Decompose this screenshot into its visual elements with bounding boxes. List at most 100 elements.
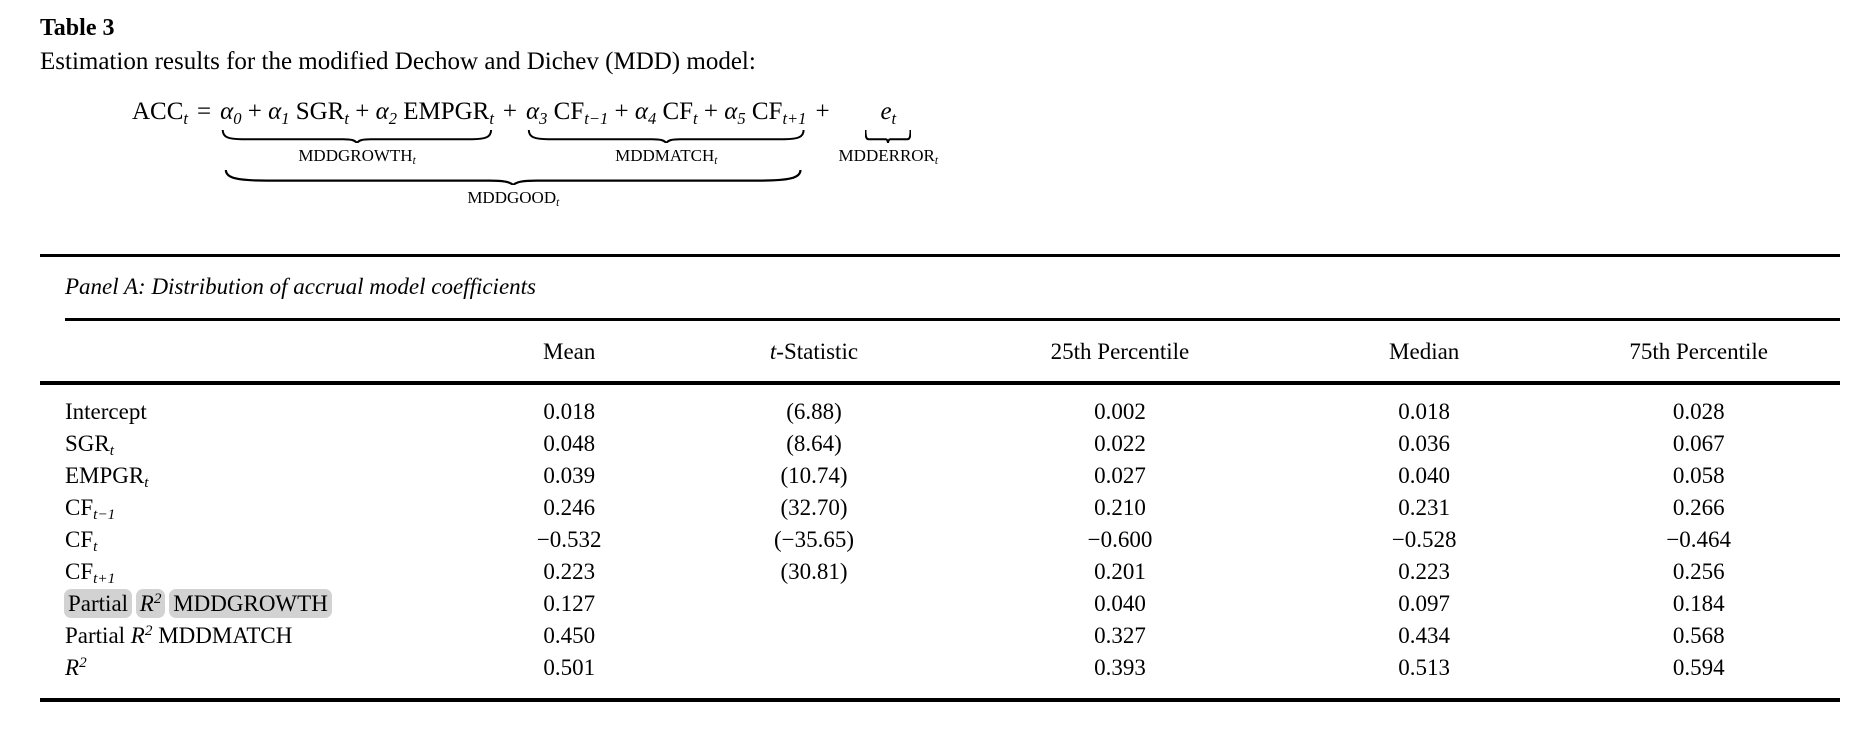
panel-a-table: Panel A: Distribution of accrual model c… xyxy=(40,254,1840,702)
value-cell: 0.266 xyxy=(1672,495,1725,520)
value-cell: 0.022 xyxy=(1094,431,1146,456)
row-label: SGRt xyxy=(65,431,114,460)
mddgrowth-label: MDDGROWTHt xyxy=(298,146,416,168)
table-row: CFt −0.532 (−35.65) −0.600 −0.528 −0.464 xyxy=(40,524,1840,556)
value-cell: 0.501 xyxy=(543,655,596,680)
mdderror-group: et MDDERRORt xyxy=(838,95,939,168)
table-3-block: Table 3 Estimation results for the modif… xyxy=(40,0,1840,702)
value-cell: −0.532 xyxy=(536,527,602,552)
panel-a-title: Panel A: Distribution of accrual model c… xyxy=(65,274,536,299)
mddgood-label: MDDGOODt xyxy=(467,188,560,210)
equals-sign: = xyxy=(197,98,212,125)
mddgrowth-terms: α0 + α1 SGRt + α2 EMPGRt xyxy=(220,98,494,128)
caption: Table 3 Estimation results for the modif… xyxy=(40,0,1840,78)
plus-sign: + xyxy=(502,98,518,125)
value-cell: 0.594 xyxy=(1672,655,1725,680)
row-label: Intercept xyxy=(65,399,147,424)
value-cell: (10.74) xyxy=(780,463,848,488)
mdderror-label: MDDERRORt xyxy=(838,146,939,168)
value-cell: (8.64) xyxy=(786,431,842,456)
underbrace-mddmatch-icon xyxy=(526,130,806,143)
panel-title-rule xyxy=(65,318,1840,321)
table-row: Intercept 0.018 (6.88) 0.002 0.018 0.028 xyxy=(40,383,1840,428)
equation-row: ACCt = α0 + α1 SGRt + α2 EMPGRt MDDGROWT… xyxy=(132,95,1840,210)
value-cell: 0.184 xyxy=(1672,591,1725,616)
value-cell: (6.88) xyxy=(786,399,842,424)
table-bottom-rule xyxy=(40,698,1840,702)
row-label: Partial R2 MDDGROWTH xyxy=(40,588,459,620)
mdderror-terms: et xyxy=(880,98,897,128)
mddmatch-terms: α3 CFt−1 + α4 CFt + α5 CFt+1 xyxy=(526,98,807,128)
value-cell: −0.600 xyxy=(1087,527,1153,552)
row-label: CFt xyxy=(65,527,98,556)
value-cell: (−35.65) xyxy=(773,527,854,552)
row-label: CFt−1 xyxy=(65,495,116,524)
row-label: Partial R2 MDDMATCH xyxy=(65,622,293,648)
row-label: R2 xyxy=(65,654,87,680)
underbrace-mddgood-icon xyxy=(220,170,806,185)
value-cell: 0.223 xyxy=(543,559,596,584)
value-cell: 0.097 xyxy=(1398,591,1451,616)
value-cell: 0.246 xyxy=(543,495,596,520)
value-cell: 0.393 xyxy=(1094,655,1146,680)
header-row: Mean t-Statistic 25th Percentile Median 75th… xyxy=(40,321,1840,385)
value-cell: 0.018 xyxy=(543,399,596,424)
column-header: Median xyxy=(1290,321,1558,385)
mddmatch-group: α3 CFt−1 + α4 CFt + α5 CFt+1 MDDMATCHt xyxy=(526,95,807,167)
value-cell: 0.223 xyxy=(1398,559,1451,584)
value-cell: 0.027 xyxy=(1094,463,1146,488)
value-cell: 0.210 xyxy=(1094,495,1146,520)
coefficients-table: Mean t-Statistic 25th Percentile Median 75th… xyxy=(40,321,1840,698)
column-header: Mean xyxy=(459,321,679,385)
value-cell: (30.81) xyxy=(780,559,848,584)
underbrace-mddgrowth-icon xyxy=(220,130,494,143)
table-title: Table 3 xyxy=(40,15,115,41)
table-row: R2 0.501 0.393 0.513 0.594 xyxy=(40,652,1840,698)
value-cell: 0.018 xyxy=(1398,399,1451,424)
value-cell: (32.70) xyxy=(780,495,848,520)
mdd-model-equation: ACCt = α0 + α1 SGRt + α2 EMPGRt MDDGROWT… xyxy=(132,95,1840,210)
value-cell xyxy=(679,652,949,698)
value-cell: 0.040 xyxy=(1398,463,1451,488)
table-row: EMPGRt 0.039 (10.74) 0.027 0.040 0.058 xyxy=(40,460,1840,492)
column-header: 75th Percentile xyxy=(1557,321,1840,385)
value-cell: 0.040 xyxy=(1094,591,1146,616)
value-cell: 0.513 xyxy=(1398,655,1451,680)
equation-lhs: ACCt xyxy=(132,98,188,128)
value-cell: 0.201 xyxy=(1094,559,1146,584)
value-cell: 0.028 xyxy=(1672,399,1725,424)
value-cell xyxy=(679,588,949,620)
table-top-rule xyxy=(40,254,1840,257)
value-cell: 0.002 xyxy=(1094,399,1146,424)
mddgrowth-group: α0 + α1 SGRt + α2 EMPGRt MDDGROWTHt xyxy=(220,95,494,168)
plus-sign: + xyxy=(815,98,830,125)
underbrace-mdderror-icon xyxy=(865,130,911,143)
value-cell: 0.327 xyxy=(1094,623,1146,648)
column-header: 25th Percentile xyxy=(948,321,1291,385)
value-cell: 0.048 xyxy=(543,431,596,456)
value-cell xyxy=(679,620,949,652)
table-row: Partial R2 MDDMATCH 0.450 0.327 0.434 0.568 xyxy=(40,620,1840,652)
value-cell: −0.464 xyxy=(1666,527,1732,552)
table-row: CFt−1 0.246 (32.70) 0.210 0.231 0.266 xyxy=(40,492,1840,524)
value-cell: 0.568 xyxy=(1672,623,1725,648)
value-cell: 0.256 xyxy=(1672,559,1725,584)
value-cell: 0.434 xyxy=(1398,623,1451,648)
column-header: t-Statistic xyxy=(678,321,949,385)
table-row: Partial R2 MDDGROWTH 0.127 0.040 0.097 0.184 xyxy=(40,588,1840,620)
value-cell: −0.528 xyxy=(1391,527,1457,552)
value-cell: 0.036 xyxy=(1398,431,1451,456)
value-cell: 0.058 xyxy=(1672,463,1725,488)
table-subtitle: Estimation results for the modified Dech… xyxy=(40,48,756,75)
row-label: EMPGRt xyxy=(65,463,149,492)
table-row: CFt+1 0.223 (30.81) 0.201 0.223 0.256 xyxy=(40,556,1840,588)
value-cell: 0.039 xyxy=(543,463,596,488)
table-row: SGRt 0.048 (8.64) 0.022 0.036 0.067 xyxy=(40,428,1840,460)
row-label: CFt+1 xyxy=(65,559,116,588)
value-cell: 0.450 xyxy=(543,623,596,648)
value-cell: 0.231 xyxy=(1398,495,1451,520)
value-cell: 0.127 xyxy=(543,591,596,616)
mddgood-terms-row: α0 + α1 SGRt + α2 EMPGRt MDDGROWTHt + α3… xyxy=(220,95,807,168)
value-cell: 0.067 xyxy=(1672,431,1725,456)
